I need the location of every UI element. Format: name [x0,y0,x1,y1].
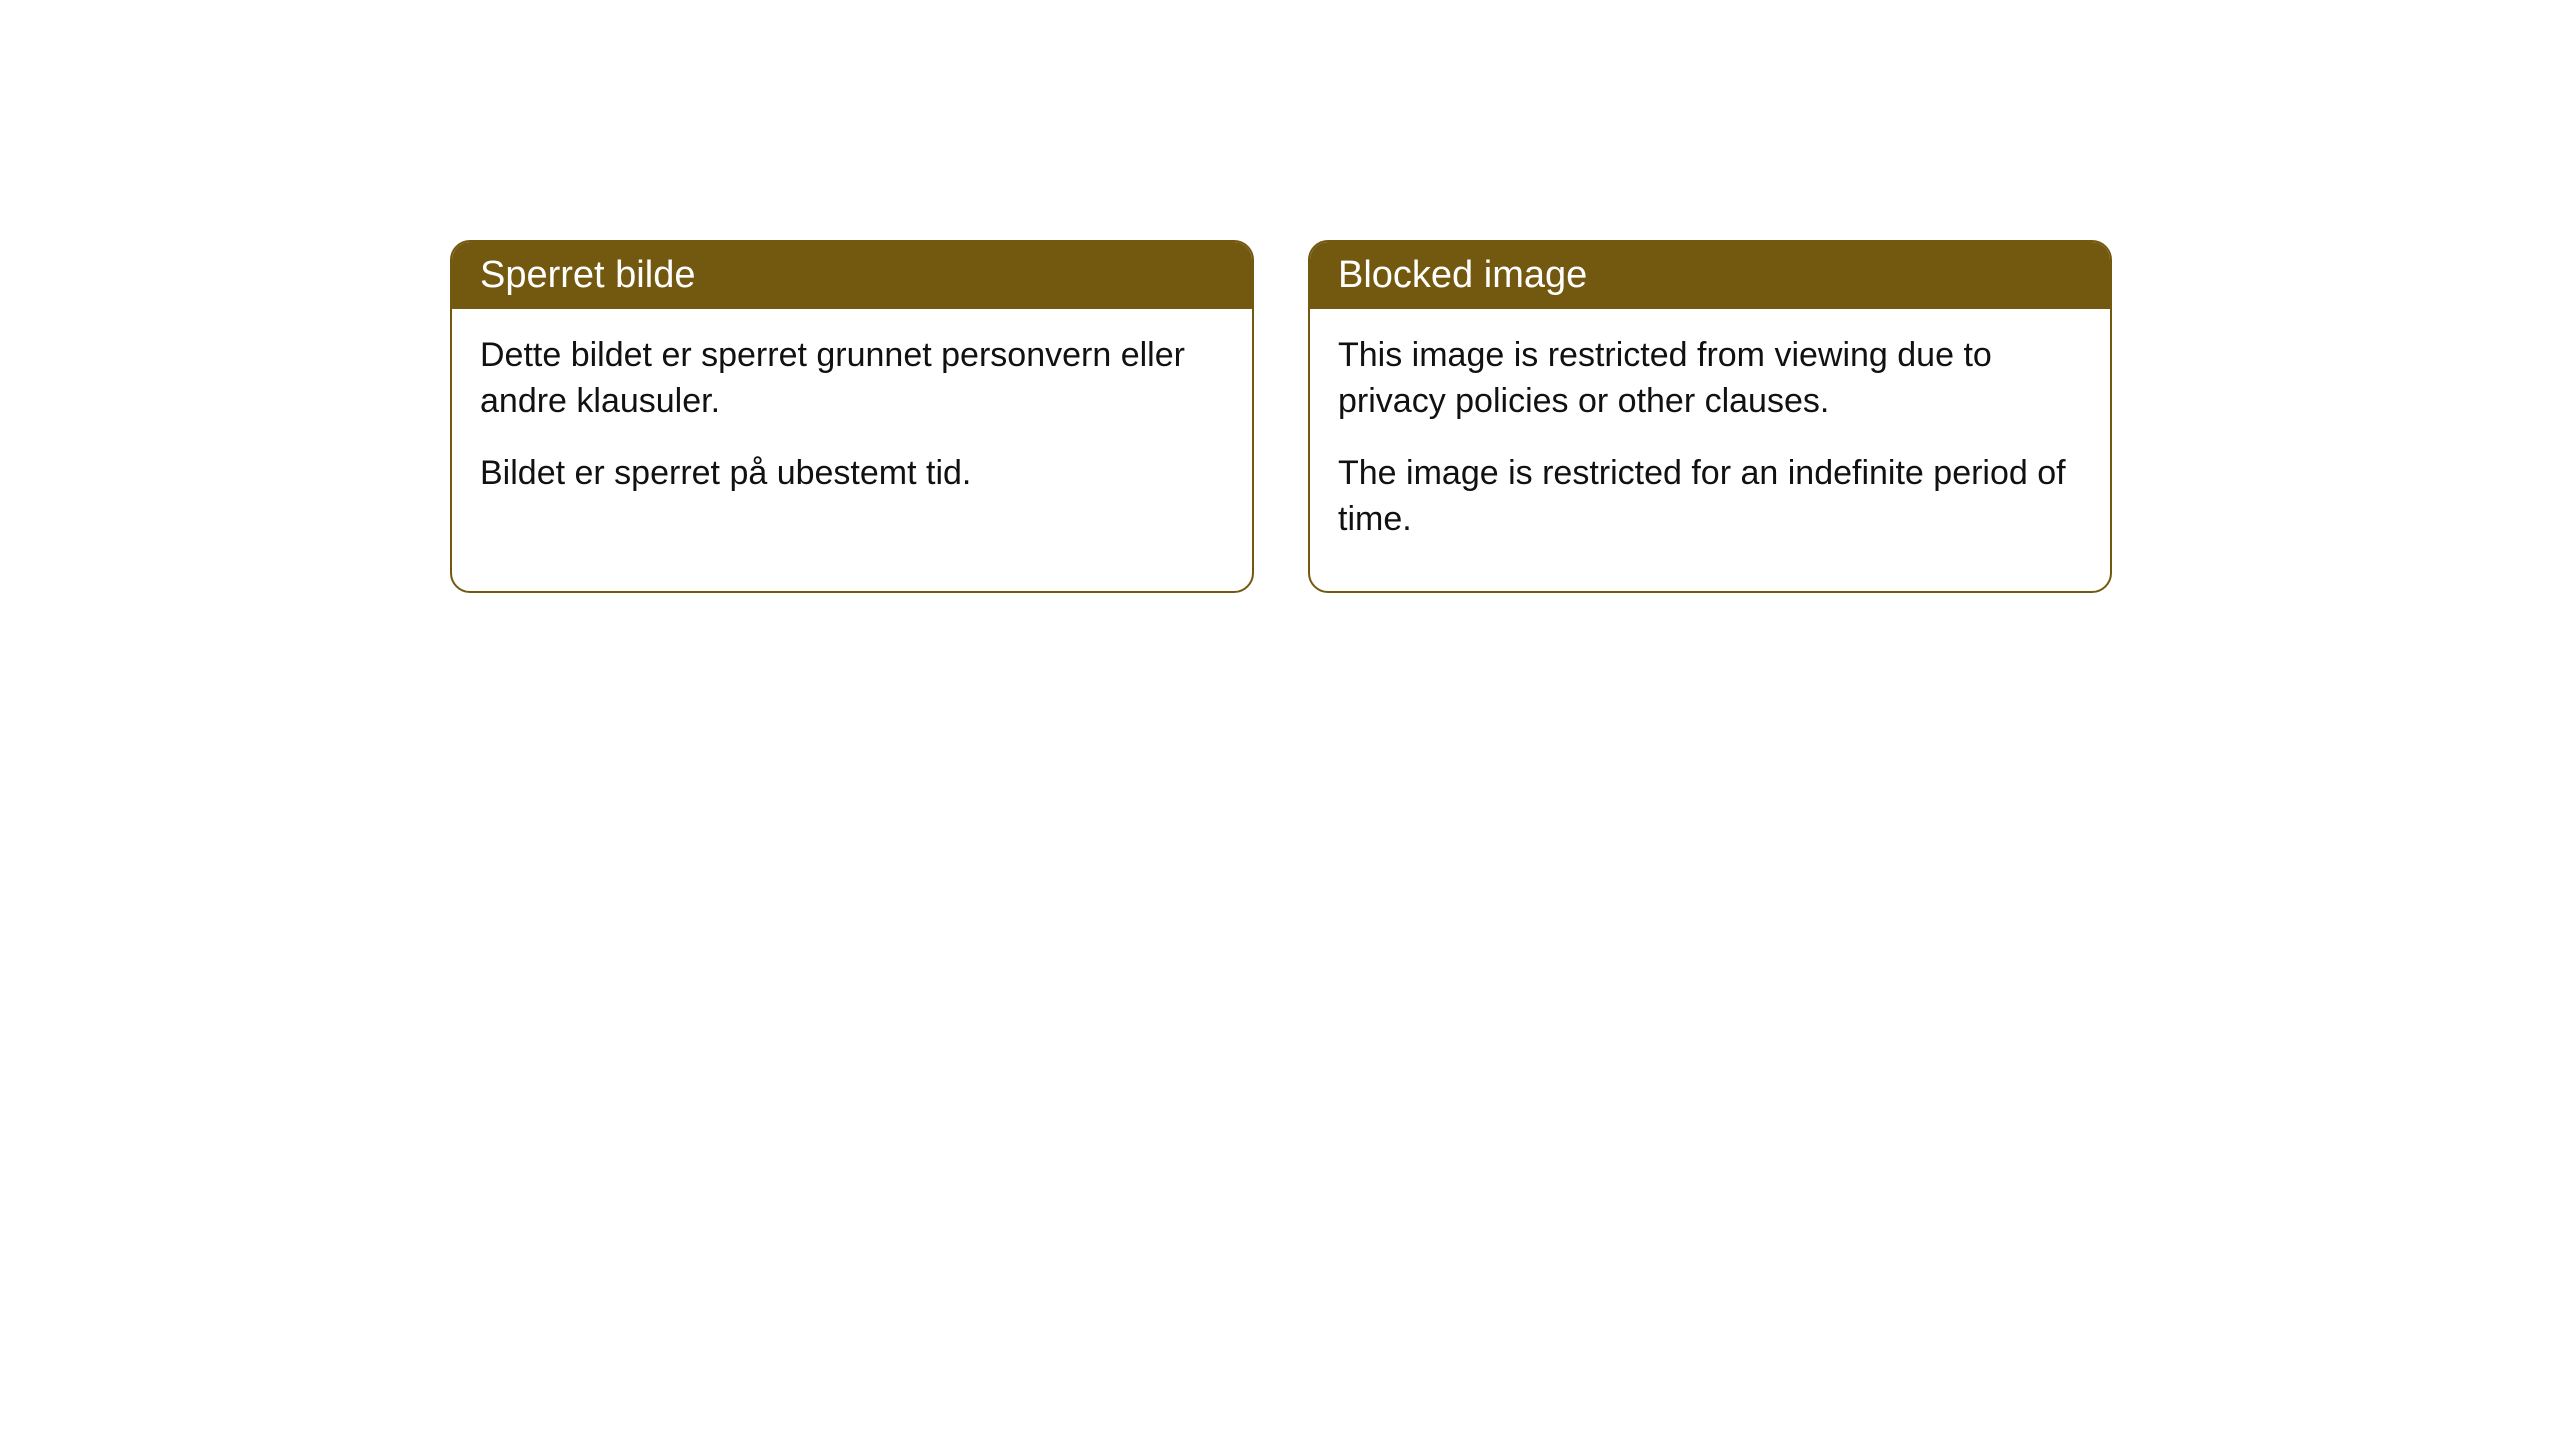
notice-card-english: Blocked image This image is restricted f… [1308,240,2112,593]
notice-card-norwegian: Sperret bilde Dette bildet er sperret gr… [450,240,1254,593]
notice-paragraph: Bildet er sperret på ubestemt tid. [480,451,1224,497]
notice-paragraph: This image is restricted from viewing du… [1338,333,2082,425]
notice-body-norwegian: Dette bildet er sperret grunnet personve… [452,309,1252,545]
notice-paragraph: Dette bildet er sperret grunnet personve… [480,333,1224,425]
notice-container: Sperret bilde Dette bildet er sperret gr… [450,240,2112,593]
notice-body-english: This image is restricted from viewing du… [1310,309,2110,591]
notice-header-english: Blocked image [1310,242,2110,309]
notice-header-norwegian: Sperret bilde [452,242,1252,309]
notice-paragraph: The image is restricted for an indefinit… [1338,451,2082,543]
